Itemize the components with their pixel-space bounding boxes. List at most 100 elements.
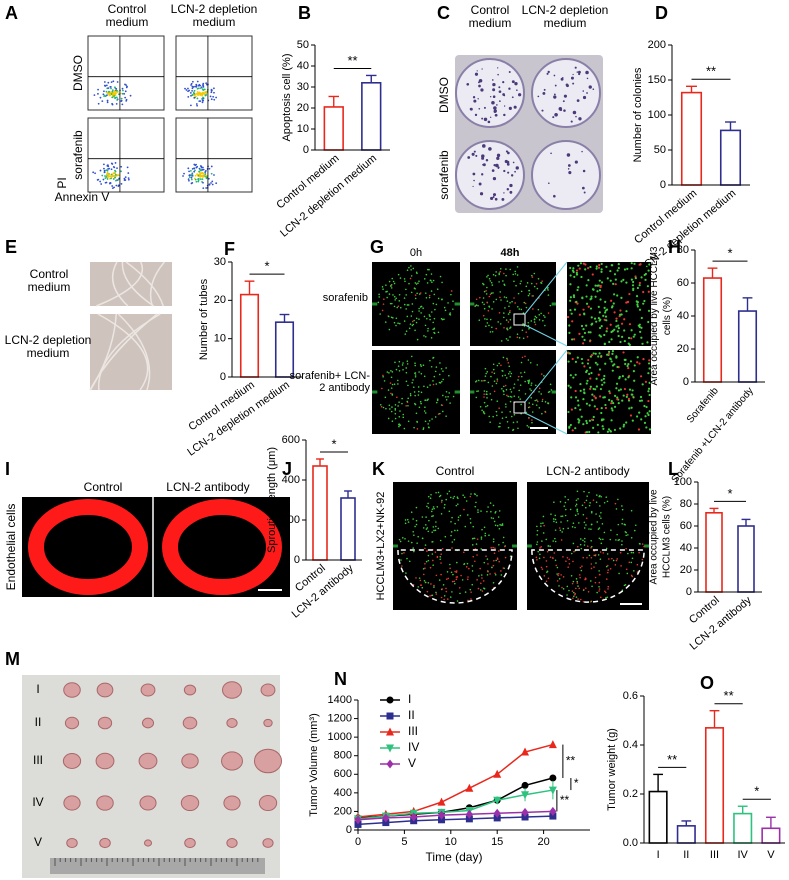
cell-dot	[441, 394, 444, 397]
cell-dot	[112, 178, 115, 180]
cell-dot	[556, 573, 558, 575]
cell-dot	[583, 537, 586, 540]
bar	[702, 277, 723, 383]
cell-dot	[398, 425, 400, 428]
cell-dot	[467, 576, 469, 578]
tube	[97, 313, 149, 391]
cell-dot	[590, 563, 593, 565]
cell-dot	[536, 529, 539, 532]
cell-dot	[595, 320, 598, 323]
cell-dot	[558, 585, 560, 587]
colony	[503, 113, 506, 117]
cell-dot	[621, 540, 623, 542]
cell-dot	[606, 553, 609, 555]
cell-dot	[533, 272, 536, 275]
cell-dot	[627, 534, 629, 536]
cell-dot	[590, 510, 593, 513]
colony	[496, 104, 498, 106]
cell-dot	[205, 94, 208, 96]
cell-dot	[508, 311, 511, 314]
significance-label: *	[264, 259, 269, 274]
cell-dot	[199, 100, 202, 103]
colony	[491, 169, 495, 172]
cell-dot	[424, 544, 427, 546]
cell-dot	[446, 571, 449, 573]
cell-dot	[480, 510, 482, 512]
cell-dot	[421, 586, 424, 589]
cell-dot	[415, 506, 418, 509]
cell-dot	[114, 94, 117, 97]
y-tick-label: 40	[680, 542, 692, 554]
cell-dot	[421, 516, 424, 518]
cell-dot	[609, 429, 612, 432]
cell-dot	[431, 594, 434, 597]
cell-dot	[503, 326, 505, 329]
cell-dot	[599, 387, 603, 391]
colony	[487, 120, 491, 124]
cell-dot	[599, 538, 602, 541]
cell-dot	[197, 94, 199, 96]
cell-dot	[478, 319, 481, 322]
cell-dot	[592, 426, 595, 429]
cell-dot	[194, 174, 197, 177]
tumor	[99, 837, 111, 849]
cell-dot	[205, 187, 208, 189]
cell-dot	[427, 268, 429, 271]
cell-dot	[622, 278, 625, 281]
colony	[475, 154, 478, 157]
cell-dot	[505, 296, 508, 299]
cell-dot	[630, 278, 633, 281]
tube	[117, 313, 151, 391]
cell-dot	[204, 171, 207, 173]
cell-dot	[435, 593, 438, 595]
cell-dot	[606, 571, 609, 574]
panel-letter: O	[700, 673, 714, 693]
cell-dot	[421, 537, 424, 540]
colony	[488, 147, 492, 151]
cell-dot	[476, 538, 479, 540]
cell-dot	[600, 495, 603, 498]
cell-dot	[618, 377, 621, 380]
cell-dot	[187, 178, 190, 181]
cell-dot	[404, 519, 407, 521]
cell-dot	[575, 499, 578, 502]
cell-dot	[638, 263, 641, 266]
cell-dot	[501, 411, 503, 413]
cell-dot	[589, 377, 592, 380]
colony	[474, 72, 479, 76]
cell-dot	[531, 421, 533, 424]
cell-dot	[115, 87, 118, 90]
cell-dot	[586, 362, 590, 365]
cell-dot	[519, 398, 522, 400]
cell-dot	[607, 569, 610, 571]
cell-dot	[460, 574, 462, 577]
cell-dot	[476, 579, 478, 581]
cell-dot	[424, 581, 427, 584]
cell-dot	[492, 273, 495, 276]
cell-dot	[516, 274, 519, 276]
colony	[543, 88, 546, 91]
cell-dot	[493, 372, 496, 375]
cell-dot	[541, 398, 544, 401]
cell-dot	[519, 282, 522, 285]
cell-dot	[429, 497, 432, 500]
zoom-link	[524, 261, 568, 315]
cell-dot	[600, 281, 604, 284]
cell-dot	[596, 290, 599, 293]
colony	[506, 160, 510, 164]
cell-dot	[596, 407, 599, 411]
cell-dot	[632, 280, 635, 284]
bar	[361, 82, 382, 151]
marker	[548, 786, 557, 795]
cell-dot	[554, 529, 557, 531]
cell-dot	[638, 551, 640, 554]
cell-dot	[583, 365, 586, 368]
colony	[585, 70, 589, 75]
cell-dot	[547, 294, 550, 296]
cell-dot	[595, 562, 597, 564]
cell-dot	[111, 96, 114, 99]
cell-dot	[517, 379, 519, 381]
cell-dot	[410, 291, 413, 294]
cell-dot	[647, 387, 651, 390]
cell-dot	[390, 285, 392, 287]
